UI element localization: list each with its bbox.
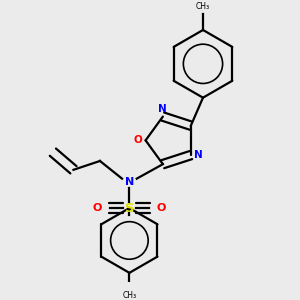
Text: CH₃: CH₃ (196, 2, 210, 11)
Text: CH₃: CH₃ (122, 291, 136, 300)
Text: O: O (157, 203, 166, 213)
Text: S: S (124, 202, 134, 214)
Text: N: N (158, 103, 167, 114)
Text: O: O (93, 203, 102, 213)
Text: N: N (125, 177, 134, 187)
Text: N: N (194, 150, 203, 160)
Text: O: O (133, 135, 142, 146)
